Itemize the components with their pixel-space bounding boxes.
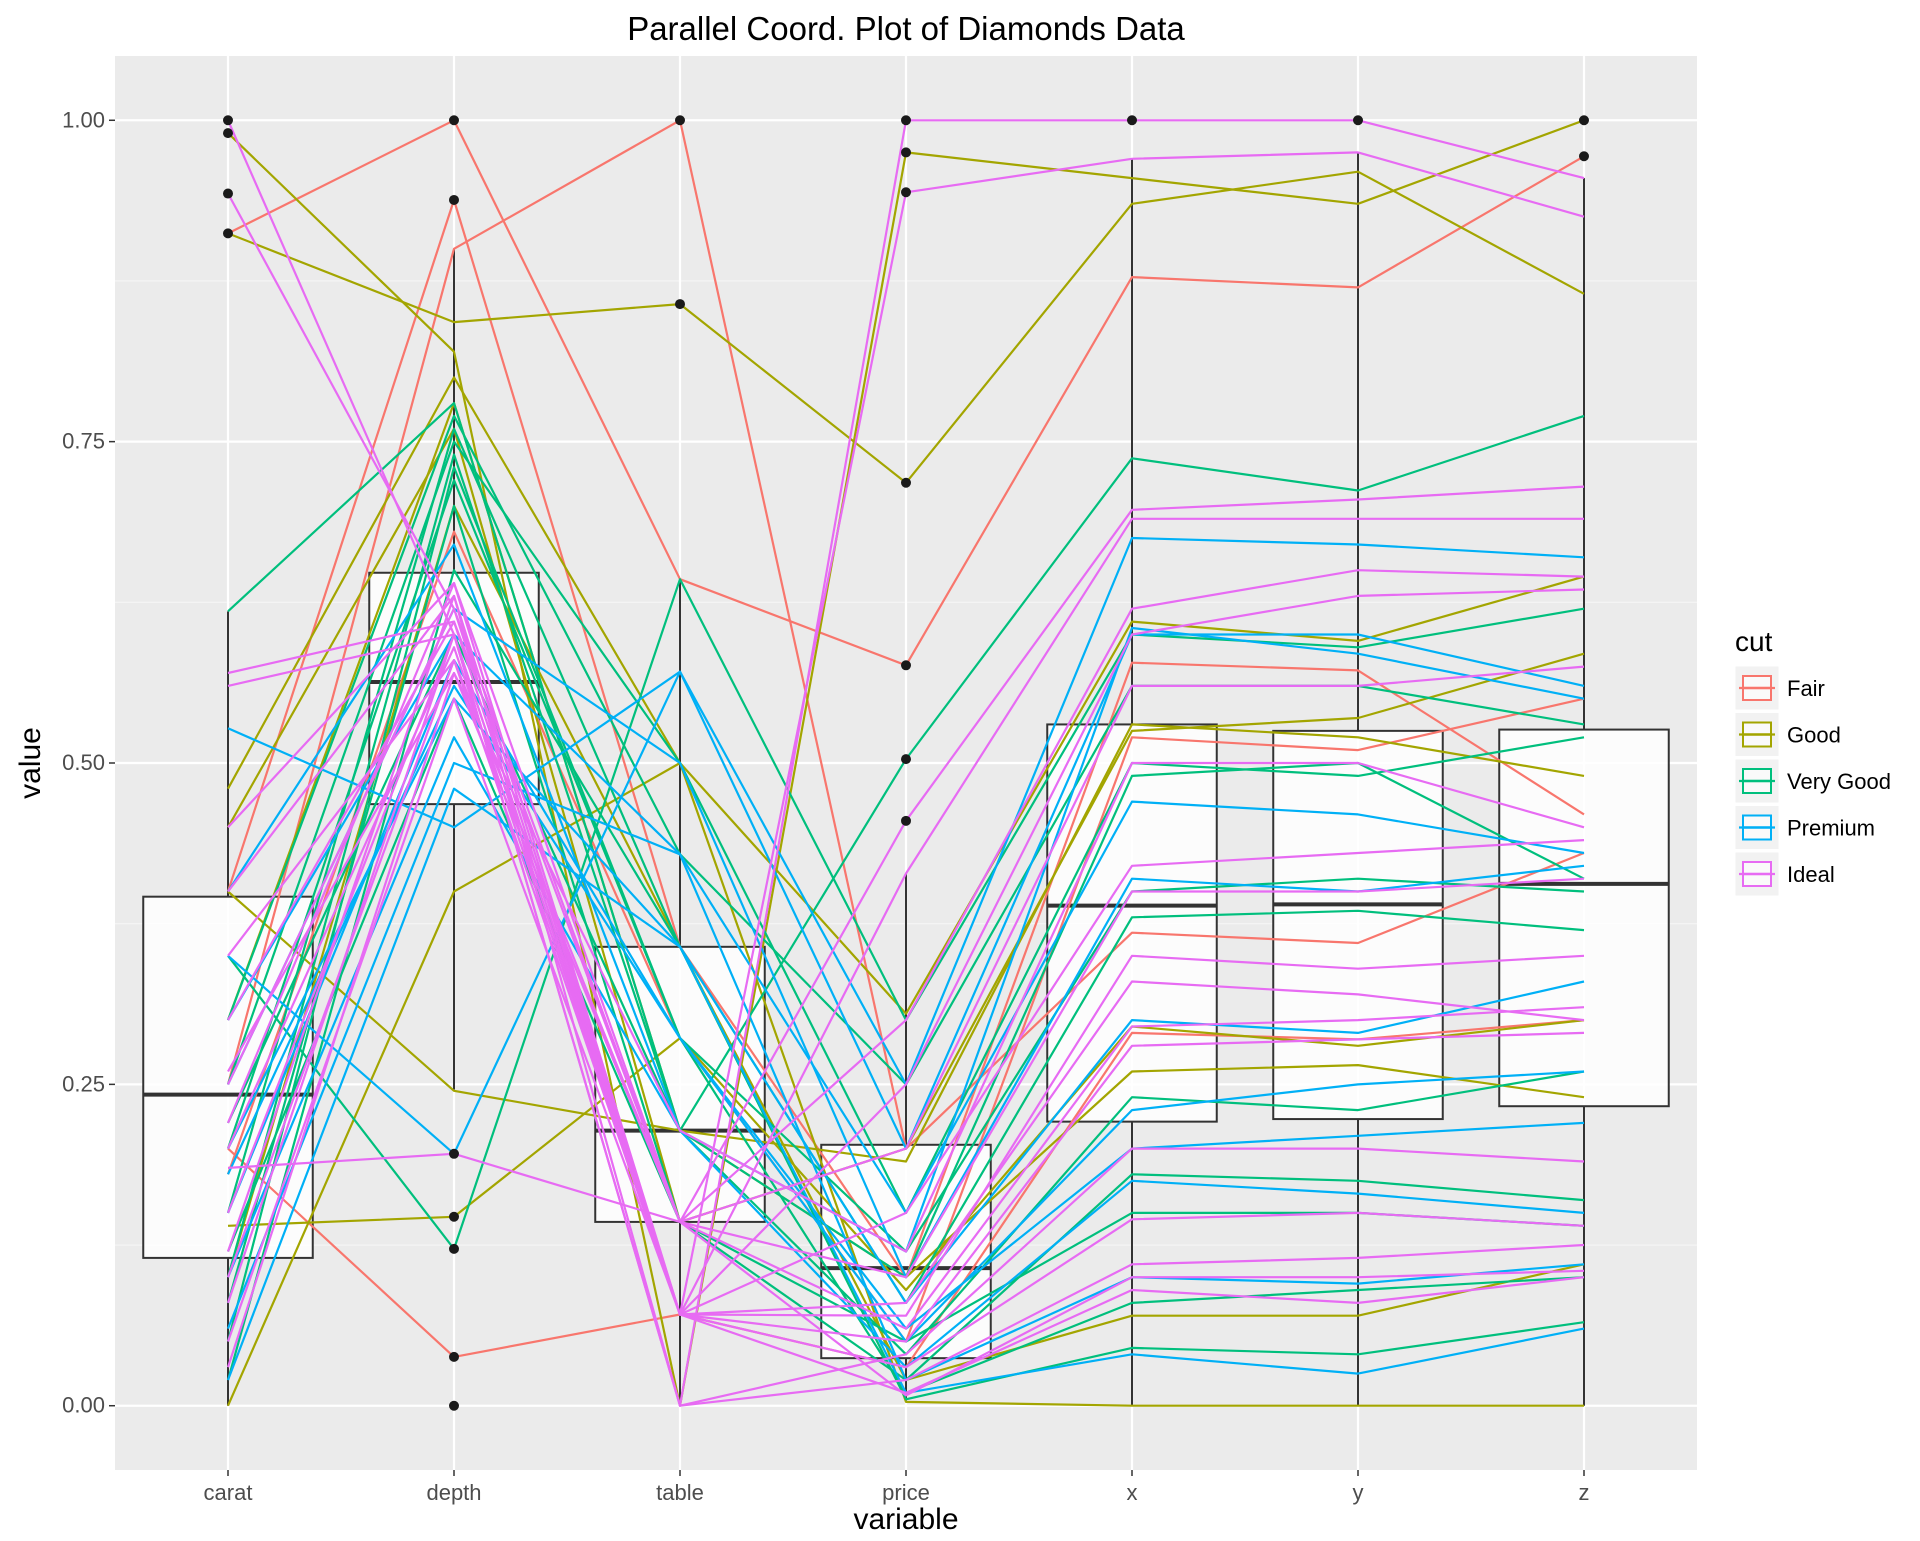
outlier-point	[449, 1211, 459, 1222]
series-line	[227, 620, 1585, 1316]
series-line	[226, 761, 1584, 1407]
chart-title: Parallel Coord. Plot of Diamonds Data	[627, 10, 1185, 47]
axes: 0.00 0.25 0.50 0.75 1.00 carat depth table price…	[62, 107, 1589, 1505]
outlier-point	[1353, 115, 1363, 126]
outlier-point	[901, 477, 911, 488]
outlier-point	[449, 1351, 459, 1362]
legend-item-good: Good	[1734, 712, 1841, 757]
y-tick-label: 1.00	[62, 107, 105, 132]
outlier-point	[901, 754, 911, 765]
y-axis-title: value	[14, 727, 47, 799]
outlier-point	[449, 1148, 459, 1159]
legend-item-ideal: Ideal	[1734, 851, 1835, 897]
legend-label: Very Good	[1787, 769, 1891, 794]
x-tick-label: y	[1353, 1480, 1364, 1505]
x-tick-label: carat	[204, 1480, 253, 1505]
outlier-point	[1579, 115, 1589, 126]
series-line	[226, 633, 1585, 1407]
x-tick-label: price	[882, 1480, 930, 1505]
outlier-point	[223, 128, 233, 139]
legend-label: Good	[1787, 723, 1841, 748]
x-axis-title: variable	[853, 1503, 958, 1536]
outlier-point	[223, 228, 233, 239]
outlier-point	[449, 1400, 459, 1411]
outlier-points	[223, 115, 1589, 1411]
y-tick-label: 0.25	[62, 1071, 105, 1096]
outlier-point	[223, 188, 233, 199]
boxplot-y	[1272, 152, 1444, 1406]
legend-item-premium: Premium	[1734, 805, 1875, 850]
y-tick-label: 0.50	[62, 750, 105, 775]
box-y	[1272, 729, 1444, 1121]
x-tick-label: x	[1127, 1480, 1138, 1505]
outlier-point	[449, 1243, 459, 1254]
series-line	[227, 607, 1585, 1279]
y-tick-label: 0.00	[62, 1393, 105, 1418]
outlier-point	[901, 147, 911, 158]
outlier-point	[901, 815, 911, 826]
x-tick-label: depth	[426, 1480, 481, 1505]
x-tick-label: table	[656, 1480, 704, 1505]
series-line	[227, 671, 1585, 1253]
series-line	[227, 376, 1585, 1015]
outlier-point	[449, 115, 459, 126]
outlier-point	[223, 115, 233, 126]
legend-label: Premium	[1787, 816, 1875, 841]
boxplot-z	[1498, 178, 1670, 1406]
legend-item-very-good: Very Good	[1734, 758, 1891, 804]
series-line	[226, 646, 1585, 1317]
legend-item-fair: Fair	[1734, 665, 1825, 711]
series-line	[226, 569, 1585, 1401]
series-line	[226, 581, 1585, 1316]
outlier-point	[675, 115, 685, 126]
outlier-point	[1579, 151, 1589, 162]
series-line	[226, 697, 1585, 1395]
legend-label: Fair	[1787, 676, 1825, 701]
outlier-point	[901, 115, 911, 126]
outlier-point	[675, 299, 685, 310]
boxplot-x	[1046, 158, 1218, 1406]
y-tick-label: 0.75	[62, 429, 105, 454]
box-z	[1498, 728, 1670, 1108]
box-x	[1046, 723, 1218, 1123]
x-tick-label: z	[1579, 1480, 1590, 1505]
outlier-point	[1127, 115, 1137, 126]
series-line	[226, 659, 1585, 1369]
legend-label: Ideal	[1787, 862, 1835, 887]
legend: cut Fair Good Very Good Premium Ideal	[1734, 626, 1891, 897]
legend-title: cut	[1735, 626, 1773, 657]
outlier-point	[901, 187, 911, 198]
series-line	[227, 723, 1585, 1163]
series-line	[226, 594, 1585, 1407]
boxplots	[142, 152, 1670, 1406]
outlier-point	[901, 660, 911, 671]
outlier-point	[449, 194, 459, 205]
